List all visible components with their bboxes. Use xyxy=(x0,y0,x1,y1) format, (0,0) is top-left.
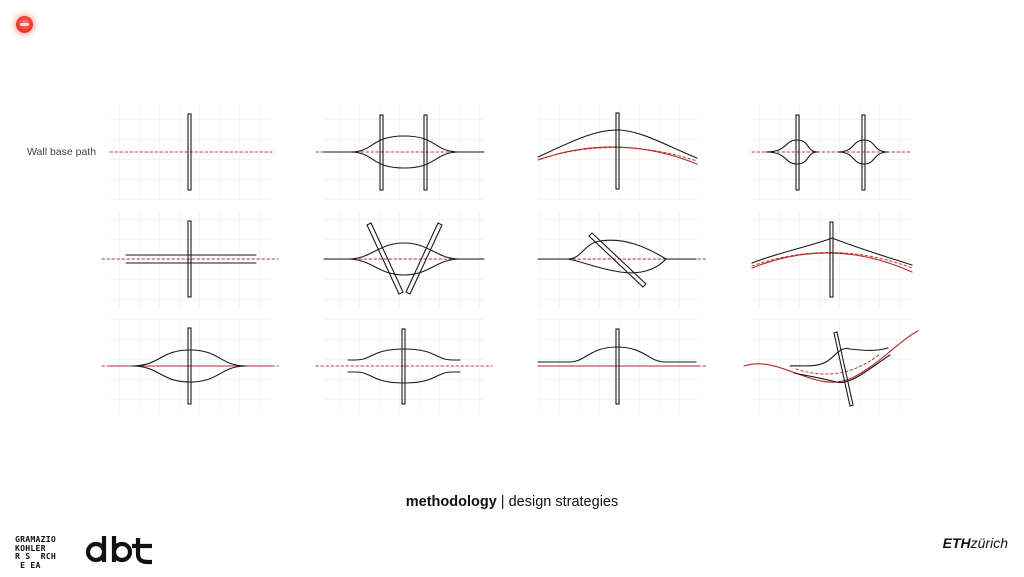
wall-r1c2-slit-b xyxy=(423,114,428,191)
red-path-r3c4 xyxy=(743,330,919,383)
wall-r2c4-slit xyxy=(829,221,834,298)
wall-r3c1-lower xyxy=(131,365,247,383)
wall-r1c4-c xyxy=(837,139,889,153)
wall-r2c4 xyxy=(751,237,913,266)
wall-r3c1-upper xyxy=(131,349,247,367)
wall-lines xyxy=(125,112,913,407)
wall-r3c1-slit xyxy=(187,327,192,405)
grid-r3c4 xyxy=(752,318,912,414)
wall-r1c4-slit-a xyxy=(795,114,800,191)
wall-r3c3 xyxy=(537,346,697,363)
gramazio-kohler-logo: GRAMAZIO KOHLER R S RCH E EA xyxy=(15,534,57,570)
red-path-r1c3 xyxy=(537,146,698,165)
wall-r1c4-slit-b xyxy=(861,114,866,191)
grid-r2c2 xyxy=(324,212,484,308)
caption-rest: | design strategies xyxy=(496,494,619,510)
grid-backgrounds xyxy=(110,104,912,414)
wall-r3c2-lower xyxy=(347,371,461,384)
wall-r3c4-slit xyxy=(833,331,854,407)
slide-caption: methodology | design strategies xyxy=(0,494,1024,510)
wall-r1c3-slit xyxy=(615,112,620,190)
grid-r2c3 xyxy=(538,212,698,308)
wall-r3c2-upper xyxy=(347,348,461,361)
wall-base-path-label: Wall base path xyxy=(27,146,97,158)
base-path-r1c3 xyxy=(539,146,698,162)
wall-r1c3 xyxy=(537,129,698,159)
wall-r3c4-lower xyxy=(793,354,891,384)
base-path-r3c4 xyxy=(795,353,881,375)
dbt-logo xyxy=(85,536,152,565)
wall-r1c2-slit-a xyxy=(379,114,384,191)
grid-r2c1 xyxy=(110,212,270,308)
wall-r3c2-slit xyxy=(401,328,406,405)
wall-r2c1-slit xyxy=(187,220,192,298)
wall-r2c2-upper xyxy=(323,242,485,260)
wall-r1c1 xyxy=(187,113,192,191)
wall-r2c2-lower xyxy=(347,258,461,276)
wall-r3c3-slit xyxy=(615,328,620,405)
eth-zurich-logo: ETHzürich xyxy=(942,535,1008,551)
wall-r2c3-slit xyxy=(588,232,647,288)
wall-r2c2-slit-a xyxy=(366,222,404,295)
red-path-r2c4 xyxy=(751,252,913,273)
wall-r2c3-lower xyxy=(567,258,667,274)
wall-r1c4-a xyxy=(765,139,819,153)
wall-r1c4-b xyxy=(765,151,819,165)
grid-r1c3 xyxy=(538,104,698,200)
recording-indicator-icon xyxy=(16,16,33,33)
wall-r1c2-upper xyxy=(323,135,485,153)
wall-r2c2-slit-b xyxy=(405,222,443,295)
wall-r1c4-d xyxy=(837,151,889,165)
caption-bold: methodology xyxy=(405,494,497,510)
wall-r1c2-lower xyxy=(349,151,461,169)
